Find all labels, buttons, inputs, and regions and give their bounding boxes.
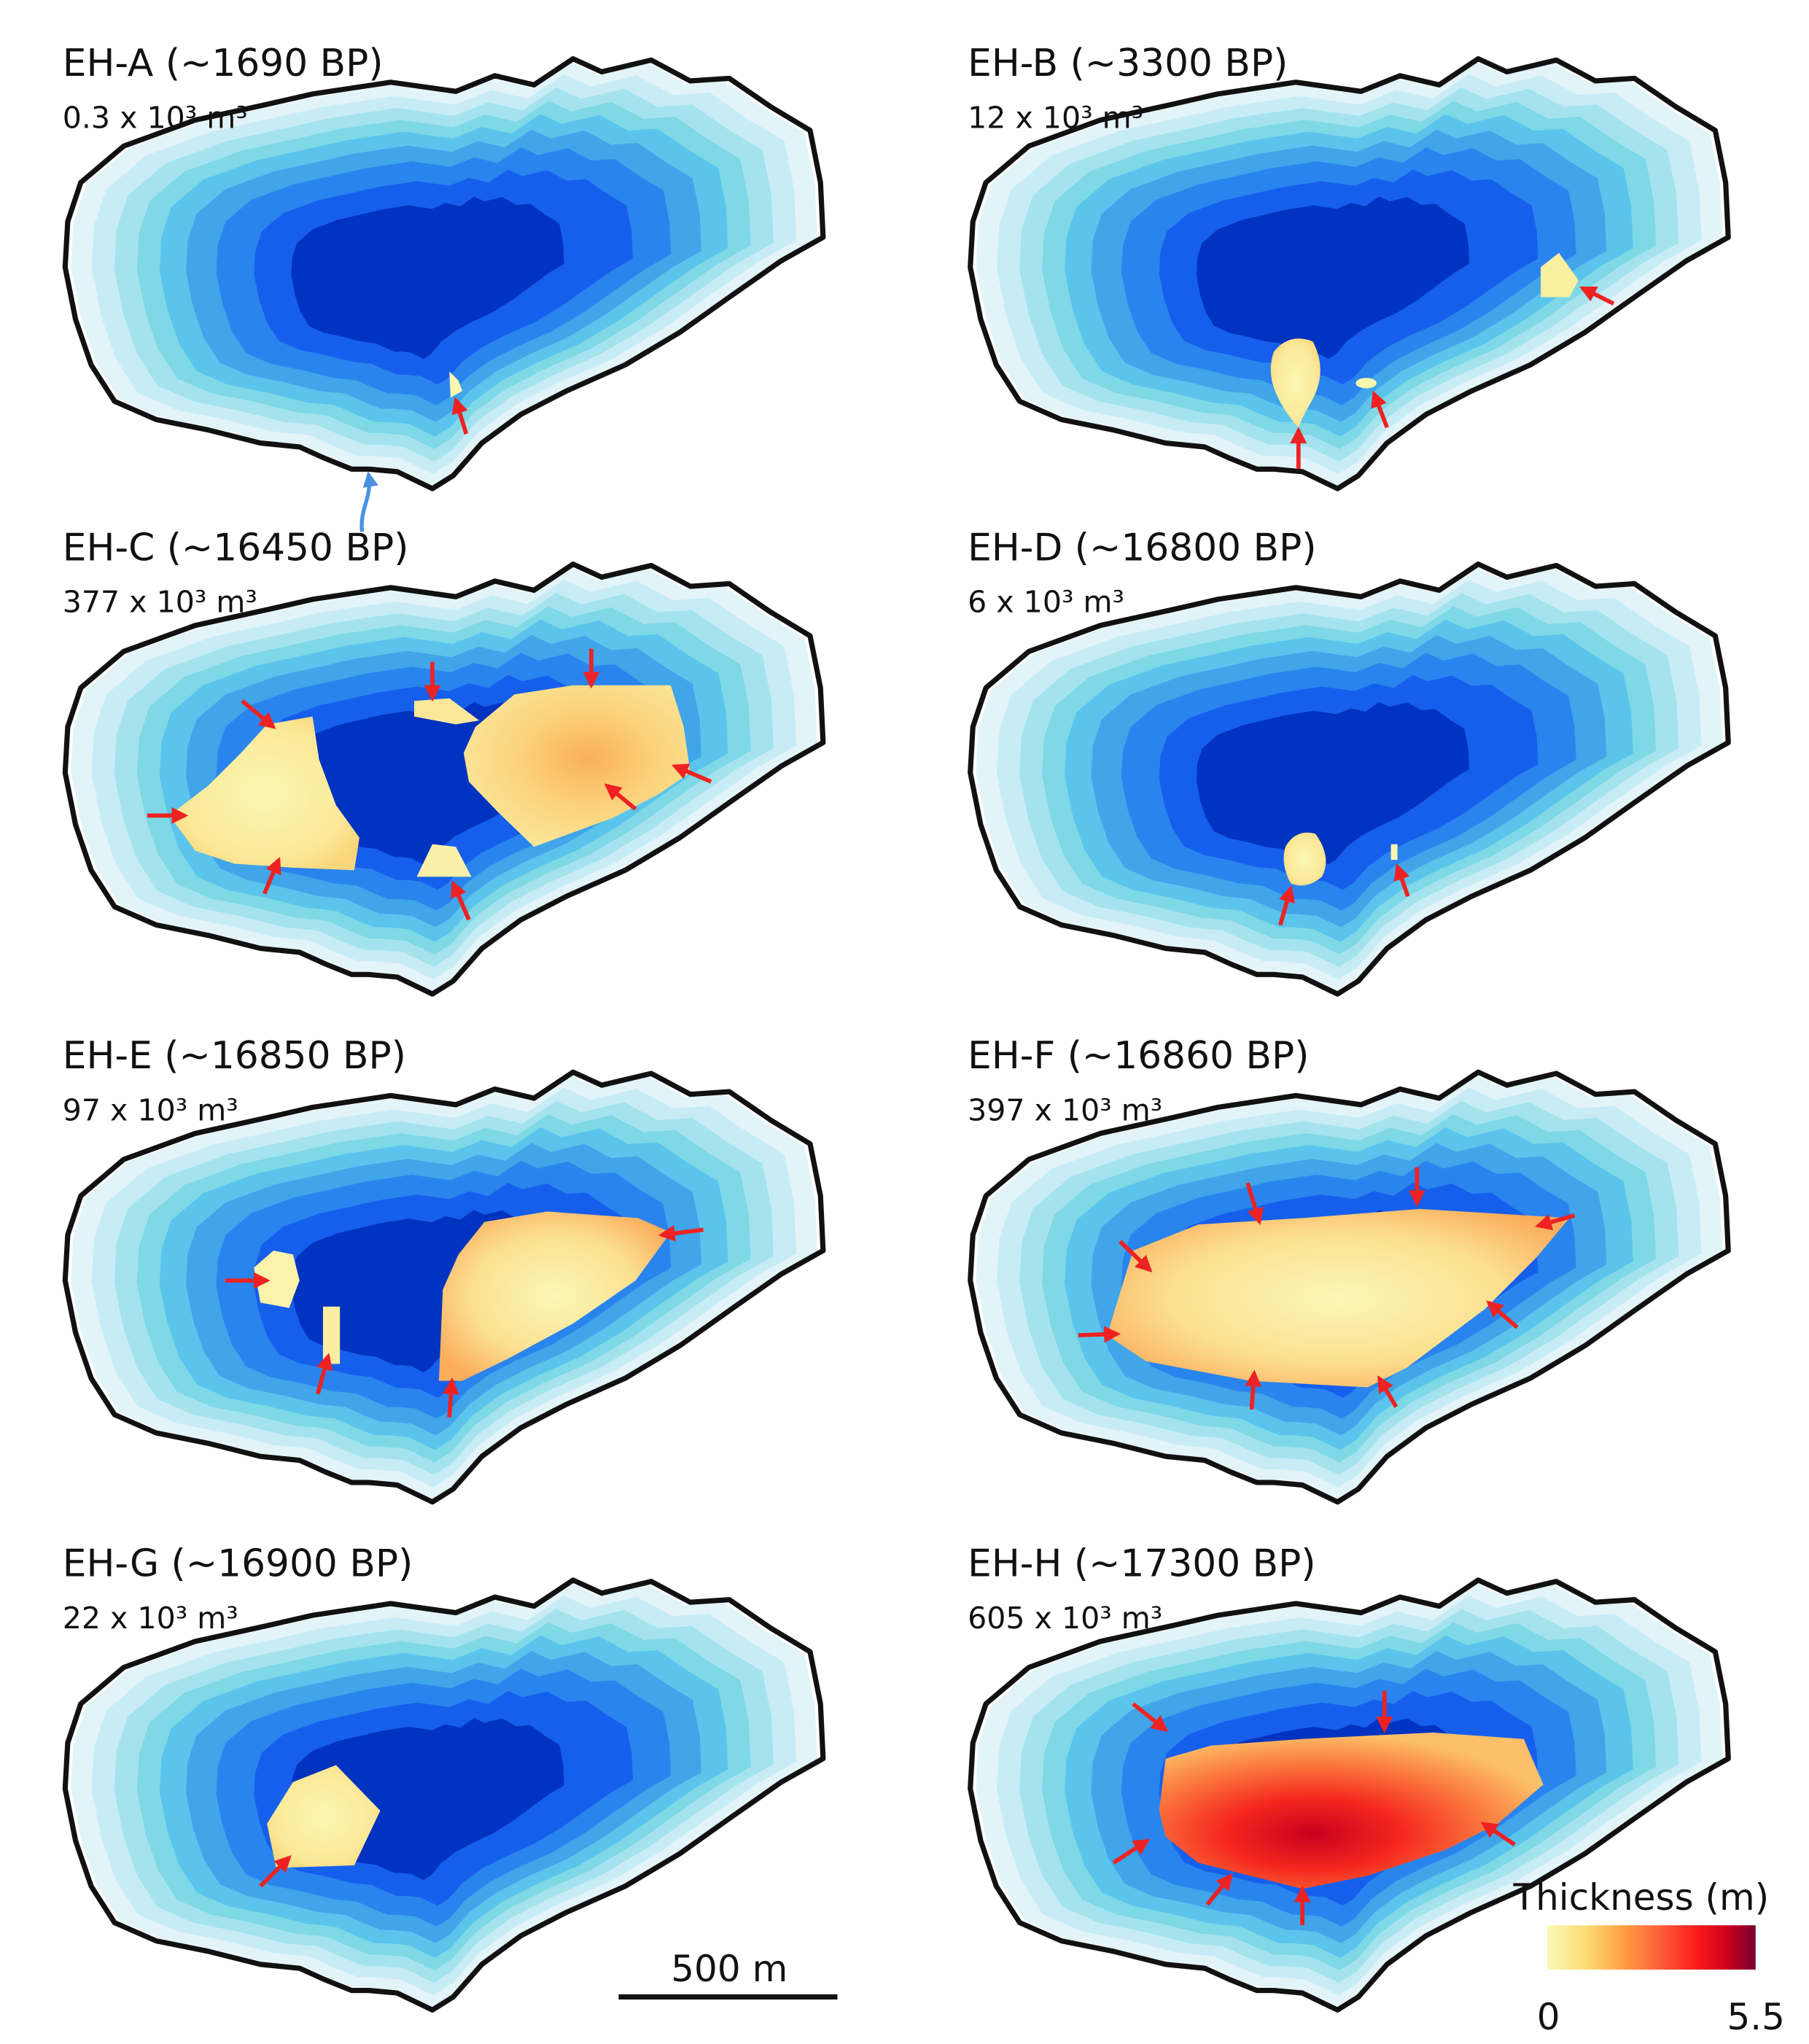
deposit: [169, 716, 359, 871]
panel-volume: 605 x 10³ m³: [968, 1601, 1162, 1636]
red-arrow: [1535, 1213, 1576, 1231]
lake-shoreline: [968, 1069, 1731, 1505]
deposit: [1283, 832, 1326, 886]
panel-title: EH-A (~1690 BP): [63, 42, 384, 85]
red-arrow: [1205, 1873, 1233, 1906]
panel-title: EH-E (~16850 BP): [63, 1034, 406, 1078]
panel-volume: 377 x 10³ m³: [63, 585, 257, 620]
deposit: [1159, 1732, 1544, 1889]
deposit: [267, 1765, 381, 1868]
lake-shoreline: [968, 561, 1731, 997]
panel-eh-h: [968, 1577, 1731, 2013]
panel-volume: 397 x 10³ m³: [968, 1092, 1162, 1127]
red-arrow: [604, 783, 637, 811]
red-arrow: [1486, 1300, 1519, 1329]
deposit: [416, 844, 472, 877]
panel-title: EH-F (~16860 BP): [968, 1034, 1309, 1078]
lake-bathymetry: [62, 1577, 826, 2013]
red-arrow: [241, 699, 276, 729]
deep-basin: [1196, 702, 1470, 865]
legend-colorbar: [1547, 1925, 1756, 1970]
legend-max-label: 5.5: [1727, 1996, 1785, 2038]
red-arrow: [1245, 1182, 1264, 1226]
deep-basin: [291, 196, 564, 360]
lake-bathymetry: [968, 56, 1731, 491]
panel-title: EH-C (~16450 BP): [63, 526, 409, 570]
legend-title: Thickness (m): [1513, 1876, 1770, 1919]
deposit: [414, 698, 480, 725]
panel-eh-f: [968, 1069, 1731, 1505]
red-arrow: [1078, 1326, 1121, 1343]
panel-volume: 6 x 10³ m³: [968, 585, 1124, 620]
deposit: [449, 371, 463, 398]
lake-shoreline: [62, 561, 826, 997]
panel-eh-c: [62, 561, 826, 997]
red-arrow: [1112, 1838, 1151, 1865]
red-arrow: [316, 1353, 333, 1395]
thickness-legend: Thickness (m) 0 5.5: [1513, 1876, 1785, 2038]
red-arrow: [658, 1224, 704, 1242]
red-arrow: [1579, 286, 1615, 306]
panel-eh-b: [968, 56, 1731, 491]
inflow-arrow: [359, 471, 378, 532]
red-arrow: [443, 1377, 459, 1418]
panel-volume: 0.3 x 10³ m³: [63, 100, 248, 135]
red-arrow: [1393, 863, 1410, 898]
deposit: [438, 1211, 671, 1381]
panel-title: EH-H (~17300 BP): [968, 1542, 1315, 1586]
deposit: [1390, 844, 1398, 860]
red-arrow: [672, 763, 712, 784]
deposit: [254, 1250, 300, 1308]
red-arrow: [1119, 1240, 1153, 1272]
red-arrow: [451, 397, 469, 435]
panel-eh-d: [968, 561, 1731, 997]
deposit: [1270, 338, 1320, 428]
lake-bathymetry: [62, 56, 826, 491]
lake-shoreline: [62, 56, 826, 491]
panel-eh-g: [62, 1577, 826, 2013]
panel-eh-a: [62, 56, 826, 532]
panel-volume: 12 x 10³ m³: [968, 100, 1143, 135]
red-arrow: [1377, 1375, 1398, 1408]
lake-bathymetry: [968, 561, 1731, 997]
panel-volume: 22 x 10³ m³: [63, 1601, 238, 1636]
scale-bar: 500 m: [618, 1948, 838, 2000]
lake-shoreline: [62, 1577, 826, 2013]
lake-shoreline: [62, 1069, 826, 1505]
panel-title: EH-D (~16800 BP): [968, 526, 1316, 570]
deposit: [322, 1306, 341, 1364]
red-arrow: [259, 1855, 292, 1888]
red-arrow: [262, 856, 281, 895]
lake-shoreline: [968, 1577, 1731, 2013]
legend-min-label: 0: [1537, 1996, 1560, 2038]
red-arrow: [451, 880, 471, 921]
lake-shoreline: [968, 56, 1731, 491]
scale-bar-label: 500 m: [671, 1948, 787, 1990]
panel-title: EH-B (~3300 BP): [968, 42, 1288, 85]
deposit: [1541, 252, 1579, 298]
red-arrow: [1245, 1369, 1262, 1410]
deposit: [1355, 378, 1377, 389]
panel-eh-e: [62, 1069, 826, 1505]
deep-basin: [1196, 196, 1470, 360]
red-arrow: [1371, 390, 1389, 429]
red-arrow: [1480, 1822, 1516, 1846]
deposit: [1107, 1208, 1570, 1388]
red-arrow: [1278, 885, 1296, 926]
red-arrow: [1132, 1702, 1169, 1733]
panel-title: EH-G (~16900 BP): [63, 1542, 413, 1586]
panel-volume: 97 x 10³ m³: [63, 1092, 238, 1127]
